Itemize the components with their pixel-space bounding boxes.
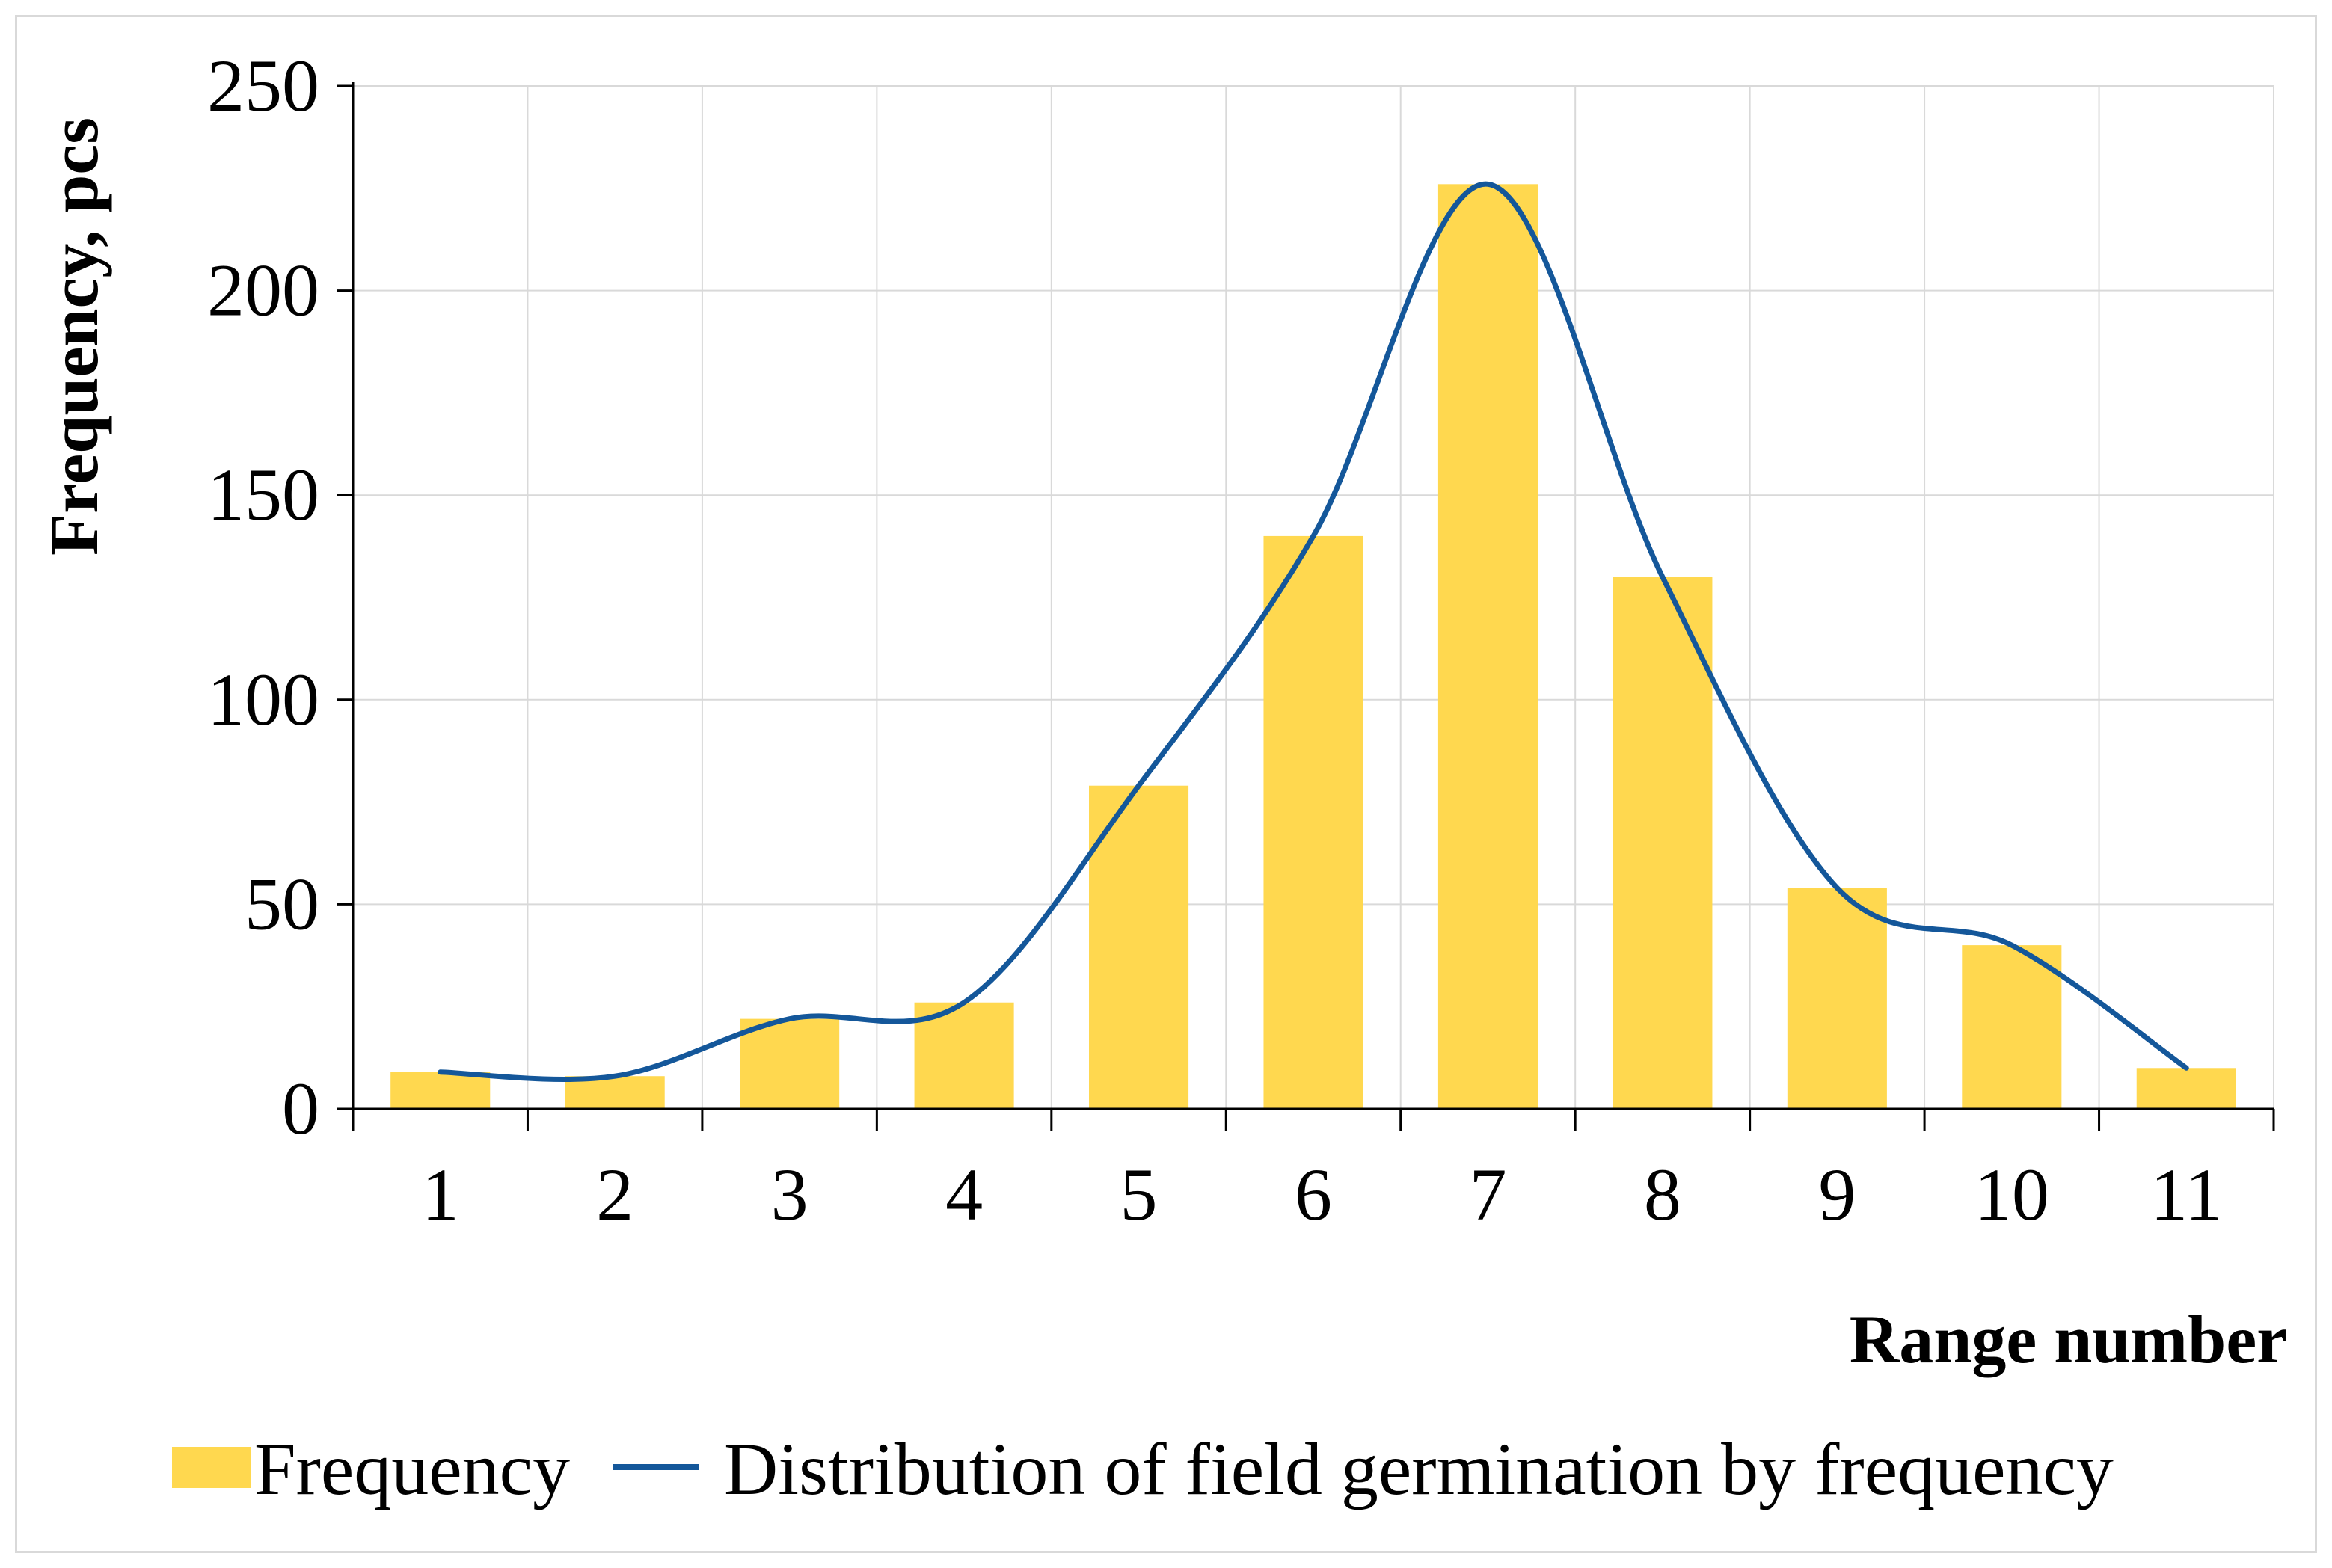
tick-labels: 0 50 100 150 200 250 1 2 3 4 5 6 7 8 9 10 11 [207, 44, 2222, 1236]
x-tick-label: 4 [945, 1153, 983, 1236]
bar-9 [1787, 888, 1887, 1109]
y-tick-label: 200 [207, 249, 319, 332]
x-tick-label: 8 [1644, 1153, 1681, 1236]
bar-11 [2136, 1068, 2236, 1109]
chart-frame [15, 15, 2317, 1553]
gridlines [353, 85, 2274, 1109]
bar-8 [1613, 577, 1713, 1109]
bar-6 [1263, 535, 1363, 1109]
legend-label-frequency: Frequency [254, 1427, 570, 1510]
legend-label-distribution: Distribution of field germination by fre… [724, 1427, 2114, 1510]
bar-1 [390, 1072, 491, 1109]
x-axis-title: Range number [1850, 1301, 2287, 1377]
bar-4 [914, 1002, 1014, 1109]
legend-swatch-frequency [172, 1447, 251, 1488]
bar-7 [1437, 184, 1538, 1109]
line-series-distribution [438, 181, 2189, 1082]
x-tick-label: 1 [422, 1153, 459, 1236]
x-tick-label: 11 [2150, 1153, 2222, 1236]
bar-3 [740, 1018, 840, 1109]
bar-10 [1962, 945, 2062, 1109]
x-tick-label: 2 [596, 1153, 633, 1236]
y-tick-label: 250 [207, 44, 319, 127]
x-tick-label: 5 [1120, 1153, 1158, 1236]
y-tick-label: 0 [282, 1067, 319, 1150]
x-tick-label: 6 [1295, 1153, 1332, 1236]
x-tick-label: 7 [1469, 1153, 1506, 1236]
legend: Frequency Distribution of field germinat… [172, 1427, 2114, 1510]
x-tick-label: 9 [1818, 1153, 1856, 1236]
y-tick-label: 150 [207, 453, 319, 536]
y-tick-label: 50 [245, 862, 319, 945]
axes [337, 82, 2275, 1131]
y-axis-title: Frequency, pcs [36, 117, 112, 556]
bar-series-frequency [390, 184, 2236, 1109]
distribution-curve [438, 181, 2189, 1082]
x-tick-label: 10 [1974, 1153, 2049, 1236]
x-tick-label: 3 [771, 1153, 808, 1236]
bar-5 [1089, 785, 1189, 1109]
y-tick-label: 100 [207, 658, 319, 741]
